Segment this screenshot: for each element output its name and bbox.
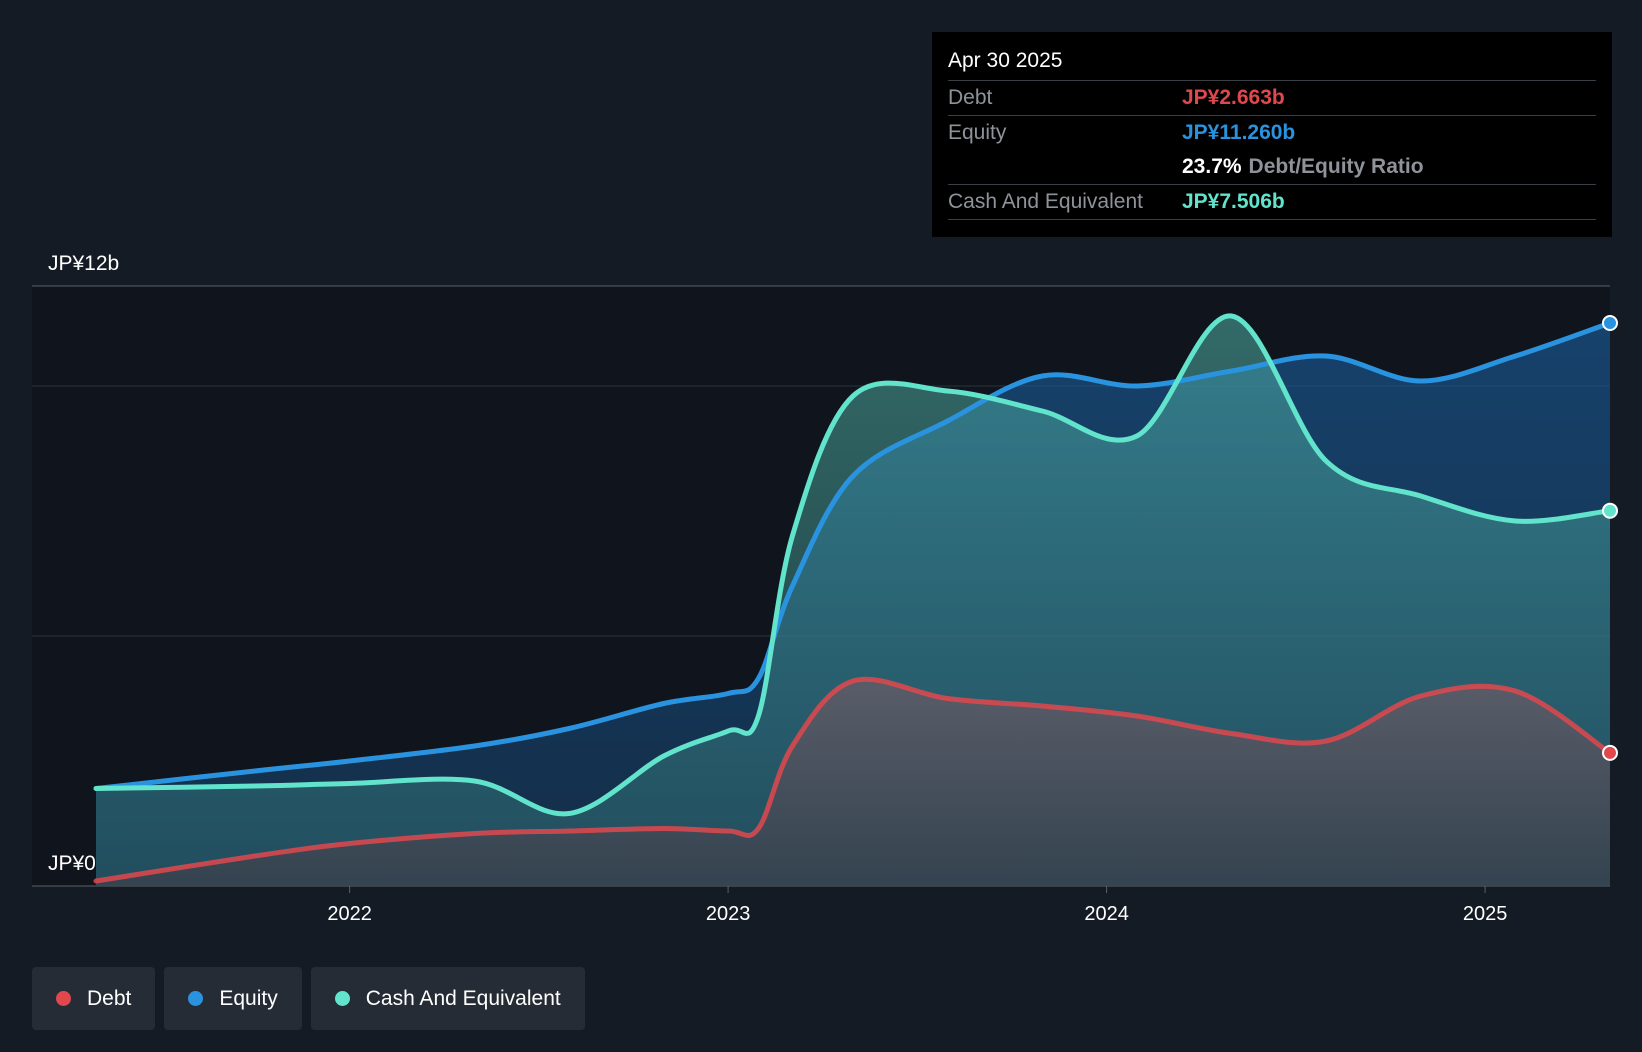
- legend-label-equity: Equity: [219, 986, 278, 1010]
- tooltip-equity-value: JP¥11.260b: [1182, 121, 1296, 144]
- legend-item-debt[interactable]: Debt: [32, 967, 156, 1030]
- y-axis-bottom-label: JP¥0: [48, 852, 96, 875]
- tooltip-row-equity: Equity JP¥11.260b: [948, 116, 1596, 150]
- legend-dot-equity: [188, 991, 204, 1006]
- tooltip-debt-label: Debt: [948, 86, 993, 109]
- tooltip-equity-label: Equity: [948, 121, 1007, 144]
- tooltip-ratio-spacer: [948, 150, 1182, 184]
- series-end-markers: [1602, 315, 1618, 761]
- legend-dot-cash: [334, 991, 350, 1006]
- series-lines: [93, 313, 1613, 884]
- x-axis-ticks: 2022 2023 2024 2025: [327, 886, 1507, 925]
- debt-end-marker[interactable]: [1602, 744, 1618, 761]
- tooltip-ratio-value: 23.7%: [1182, 155, 1242, 178]
- tooltip-cash-value: JP¥7.506b: [1182, 190, 1285, 213]
- tooltip-date: Apr 30 2025: [948, 46, 1596, 81]
- x-tick-label-2023: 2023: [706, 903, 751, 925]
- tooltip-panel: Apr 30 2025 Debt JP¥2.663b Equity JP¥11.…: [932, 32, 1612, 237]
- legend-label-debt: Debt: [87, 986, 132, 1010]
- legend-item-cash[interactable]: Cash And Equivalent: [310, 967, 585, 1030]
- x-tick-label-2022: 2022: [327, 903, 372, 925]
- cash-end-marker[interactable]: [1602, 502, 1618, 519]
- equity-end-marker[interactable]: [1602, 315, 1618, 331]
- legend-item-equity[interactable]: Equity: [164, 967, 302, 1030]
- cash-line: [93, 313, 1613, 817]
- legend-dot-debt: [56, 991, 71, 1006]
- equity-line: [93, 320, 1613, 791]
- tooltip-row-cash: Cash And Equivalent JP¥7.506b: [948, 185, 1596, 220]
- legend: Debt Equity Cash And Equivalent: [32, 967, 585, 1030]
- x-tick-label-2025: 2025: [1463, 903, 1508, 925]
- tooltip-ratio-label: Debt/Equity Ratio: [1248, 155, 1424, 178]
- tooltip-row-ratio: 23.7% Debt/Equity Ratio: [948, 150, 1596, 185]
- y-axis-top-label: JP¥12b: [48, 252, 119, 275]
- tooltip-cash-label: Cash And Equivalent: [948, 190, 1143, 213]
- legend-label-cash: Cash And Equivalent: [365, 986, 561, 1010]
- tooltip-debt-value: JP¥2.663b: [1182, 86, 1285, 109]
- x-tick-label-2024: 2024: [1084, 903, 1129, 925]
- tooltip-row-debt: Debt JP¥2.663b: [948, 81, 1596, 116]
- debt-line: [93, 676, 1613, 884]
